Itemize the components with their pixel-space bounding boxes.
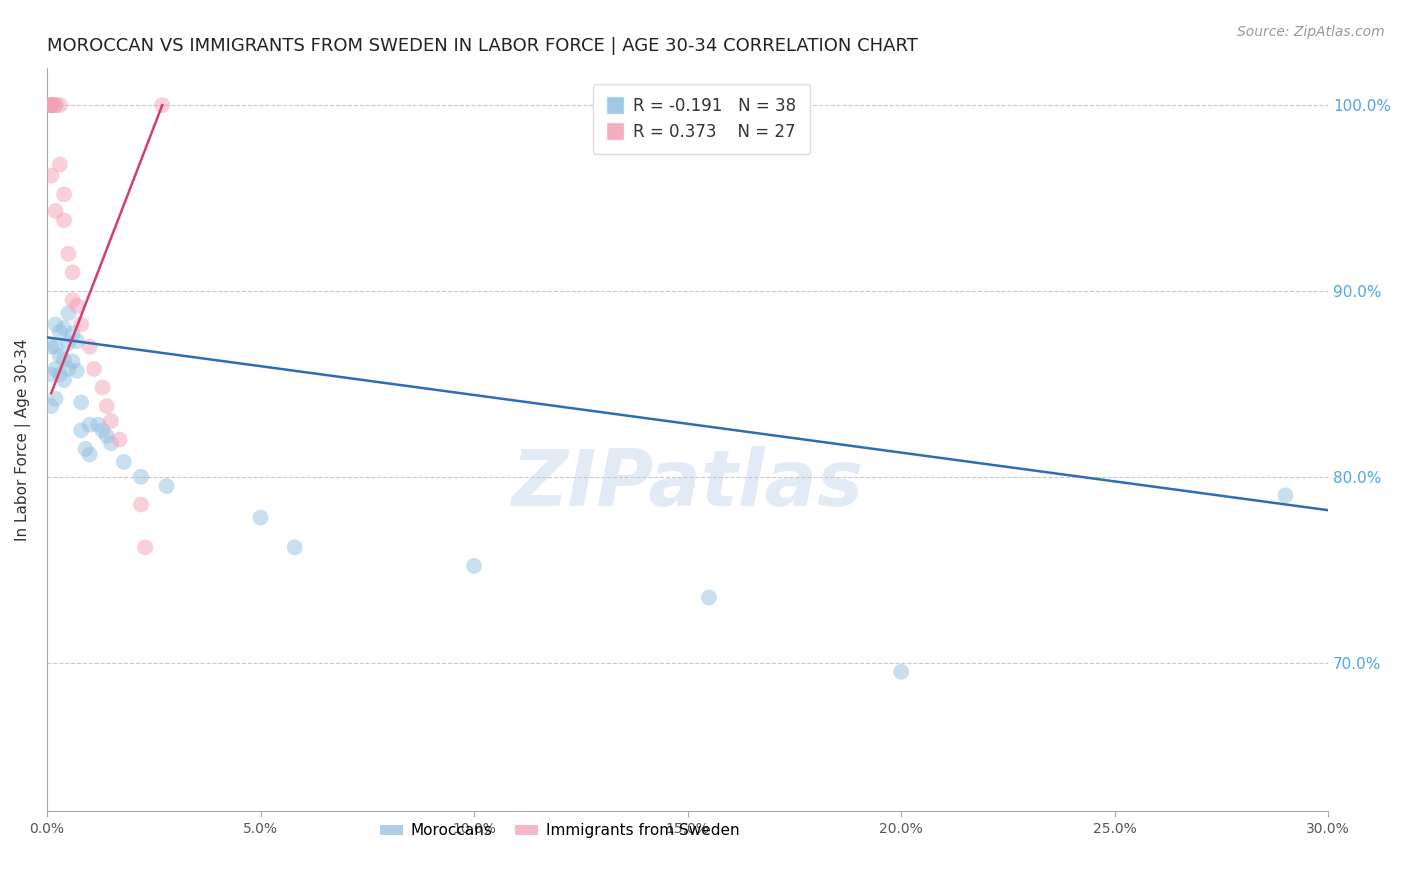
Point — [44, 318, 66, 332]
Point — [100, 414, 122, 428]
Point — [53, 187, 76, 202]
Point — [39, 368, 62, 382]
Point — [697, 591, 720, 605]
Point — [44, 98, 66, 112]
Point — [87, 417, 110, 432]
Point — [39, 98, 62, 112]
Point — [58, 306, 80, 320]
Point — [129, 498, 152, 512]
Point — [39, 98, 62, 112]
Point — [44, 98, 66, 112]
Point — [44, 204, 66, 219]
Point — [53, 213, 76, 227]
Point — [79, 340, 101, 354]
Point — [39, 399, 62, 413]
Point — [79, 447, 101, 461]
Point — [890, 665, 912, 679]
Point — [39, 340, 62, 354]
Legend: Moroccans, Immigrants from Sweden: Moroccans, Immigrants from Sweden — [374, 817, 745, 845]
Point — [39, 98, 62, 112]
Point — [150, 98, 173, 112]
Point — [49, 368, 72, 382]
Point — [62, 293, 84, 308]
Point — [44, 362, 66, 376]
Text: Source: ZipAtlas.com: Source: ZipAtlas.com — [1237, 25, 1385, 39]
Point — [53, 352, 76, 367]
Point — [155, 479, 177, 493]
Point — [39, 98, 62, 112]
Point — [91, 423, 114, 437]
Point — [284, 541, 307, 555]
Point — [134, 541, 156, 555]
Point — [91, 380, 114, 394]
Point — [83, 362, 105, 376]
Point — [62, 265, 84, 279]
Point — [58, 246, 80, 260]
Text: MOROCCAN VS IMMIGRANTS FROM SWEDEN IN LABOR FORCE | AGE 30-34 CORRELATION CHART: MOROCCAN VS IMMIGRANTS FROM SWEDEN IN LA… — [46, 37, 918, 55]
Point — [70, 423, 93, 437]
Point — [44, 340, 66, 354]
Point — [100, 436, 122, 450]
Point — [49, 98, 72, 112]
Point — [49, 349, 72, 363]
Point — [1274, 488, 1296, 502]
Point — [58, 362, 80, 376]
Point — [66, 364, 89, 378]
Point — [62, 354, 84, 368]
Point — [58, 335, 80, 350]
Point — [463, 558, 485, 573]
Point — [66, 299, 89, 313]
Point — [75, 442, 97, 456]
Point — [44, 392, 66, 406]
Point — [53, 321, 76, 335]
Point — [66, 334, 89, 348]
Point — [96, 429, 118, 443]
Point — [49, 325, 72, 339]
Point — [70, 318, 93, 332]
Point — [62, 326, 84, 341]
Point — [96, 399, 118, 413]
Point — [70, 395, 93, 409]
Point — [108, 433, 131, 447]
Y-axis label: In Labor Force | Age 30-34: In Labor Force | Age 30-34 — [15, 338, 31, 541]
Point — [53, 373, 76, 387]
Point — [112, 455, 135, 469]
Point — [39, 98, 62, 112]
Text: ZIPatlas: ZIPatlas — [512, 446, 863, 522]
Point — [249, 510, 271, 524]
Point — [49, 158, 72, 172]
Point — [39, 169, 62, 183]
Point — [79, 417, 101, 432]
Point — [129, 469, 152, 483]
